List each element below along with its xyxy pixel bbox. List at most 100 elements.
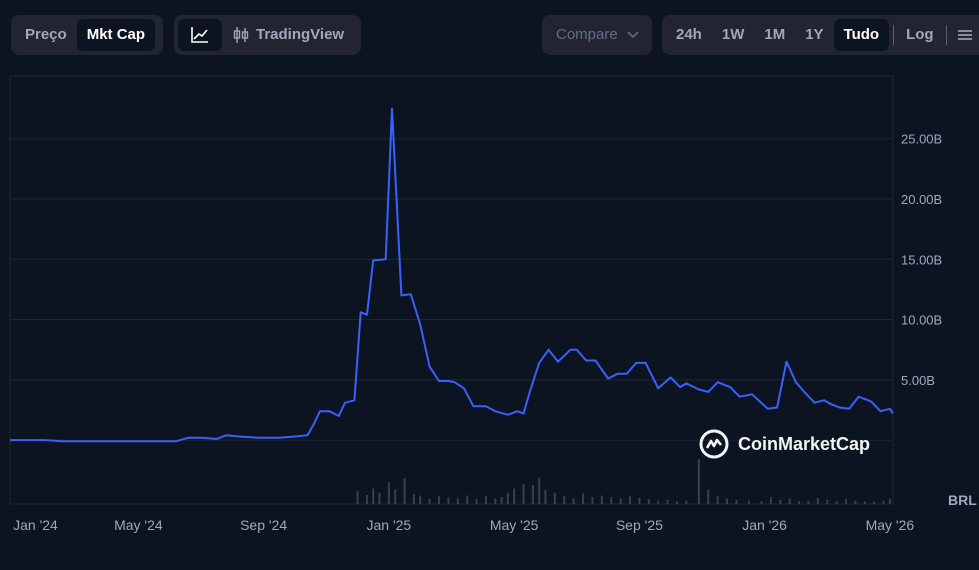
volume-bar xyxy=(788,498,791,504)
compare-label: Compare xyxy=(556,26,618,43)
line-chart-icon xyxy=(191,27,208,43)
plot-frame xyxy=(9,75,894,505)
volume-bar xyxy=(628,495,631,504)
volume-bar xyxy=(863,501,866,504)
y-tick-label: 20.00B xyxy=(901,192,942,207)
volume-bar xyxy=(356,491,359,504)
volume-bar xyxy=(387,482,390,504)
volume-bar xyxy=(372,488,375,504)
chevron-down-icon xyxy=(627,31,639,39)
volume-bar xyxy=(854,500,857,504)
more-options-button[interactable] xyxy=(951,19,979,51)
volume-bar xyxy=(835,501,838,504)
y-tick-label: 15.00B xyxy=(901,252,942,267)
volume-bar xyxy=(619,498,622,504)
coinmarketcap-logo-icon xyxy=(699,429,729,459)
volume-bar xyxy=(888,498,891,504)
volume-bar xyxy=(531,484,534,504)
volume-bar xyxy=(747,500,750,504)
coinmarketcap-watermark: CoinMarketCap xyxy=(698,428,870,460)
volume-bar xyxy=(826,499,829,504)
volume-bar xyxy=(544,490,547,504)
volume-bar xyxy=(816,497,819,504)
range-all[interactable]: Tudo xyxy=(833,19,890,51)
volume-bar xyxy=(500,497,503,504)
volume-bar xyxy=(845,498,848,504)
y-tick-label: 5.00B xyxy=(901,373,935,388)
volume-bar xyxy=(428,498,431,504)
volume-bar xyxy=(675,501,678,504)
volume-bar xyxy=(419,495,422,504)
volume-bar xyxy=(394,489,397,504)
y-tick-label: 25.00B xyxy=(901,132,942,147)
market-cap-line xyxy=(10,107,894,443)
volume-bar xyxy=(522,484,525,504)
range-divider xyxy=(893,25,895,45)
volume-bar xyxy=(716,496,719,504)
volume-bar xyxy=(563,496,566,504)
candlestick-icon xyxy=(233,27,249,43)
volume-bar xyxy=(466,495,469,504)
volume-bar xyxy=(484,496,487,504)
tradingview-button[interactable]: TradingView xyxy=(222,19,354,51)
volume-bar xyxy=(697,459,700,504)
tab-market-cap[interactable]: Mkt Cap xyxy=(76,19,156,51)
range-1y[interactable]: 1Y xyxy=(805,26,824,43)
range-1w[interactable]: 1W xyxy=(721,26,745,43)
x-tick-label: May '24 xyxy=(114,517,163,533)
volume-bar xyxy=(378,492,381,504)
range-divider-2 xyxy=(945,25,947,45)
volume-bar xyxy=(779,499,782,504)
volume-bar xyxy=(553,492,556,504)
volume-bar xyxy=(403,478,406,504)
volume-bar xyxy=(610,497,613,504)
volume-bar xyxy=(666,499,669,504)
volume-bar xyxy=(582,493,585,504)
watermark-text: CoinMarketCap xyxy=(738,433,871,454)
volume-bar xyxy=(726,498,729,504)
menu-icon xyxy=(957,30,972,40)
y-tick-label: 10.00B xyxy=(901,313,942,328)
volume-bar xyxy=(506,492,509,504)
volume-bar xyxy=(657,500,660,504)
volume-bar xyxy=(769,497,772,504)
compare-dropdown[interactable]: Compare xyxy=(542,15,652,55)
x-tick-label: Sep '25 xyxy=(616,517,663,533)
volume-bar xyxy=(707,490,710,504)
volume-bar xyxy=(882,500,885,504)
volume-bar xyxy=(538,477,541,504)
tab-price[interactable]: Preço xyxy=(25,26,67,43)
x-tick-label: Jan '25 xyxy=(367,517,412,533)
volume-bar xyxy=(494,498,497,504)
volume-bar xyxy=(475,498,478,504)
compare-select[interactable]: Compare xyxy=(546,19,650,51)
x-tick-label: Sep '24 xyxy=(240,517,287,533)
x-tick-label: Jan '24 xyxy=(13,517,58,533)
currency-label: BRL xyxy=(948,492,977,508)
volume-bar xyxy=(572,498,575,504)
range-24h[interactable]: 24h xyxy=(676,26,702,43)
metric-tabs: Preço Mkt Cap xyxy=(11,15,163,55)
volume-bar xyxy=(412,494,415,504)
volume-bar xyxy=(456,498,459,504)
tradingview-label: TradingView xyxy=(256,26,345,43)
volume-bar xyxy=(647,498,650,504)
line-chart-button[interactable] xyxy=(178,19,222,51)
range-1m[interactable]: 1M xyxy=(764,26,786,43)
volume-bar xyxy=(638,497,641,504)
x-tick-label: May '25 xyxy=(490,517,539,533)
volume-bar xyxy=(807,500,810,504)
volume-bar xyxy=(873,501,876,504)
x-tick-label: May '26 xyxy=(866,517,915,533)
range-tabs: 24h 1W 1M 1Y Tudo Log xyxy=(662,15,979,55)
volume-bar xyxy=(798,501,801,504)
view-tabs: TradingView xyxy=(174,15,361,55)
log-scale-toggle[interactable]: Log xyxy=(906,26,934,43)
volume-bar xyxy=(447,497,450,504)
x-tick-label: Jan '26 xyxy=(742,517,787,533)
volume-bar xyxy=(600,495,603,504)
volume-bar xyxy=(365,495,368,504)
volume-bar xyxy=(685,500,688,504)
volume-bar xyxy=(735,499,738,504)
